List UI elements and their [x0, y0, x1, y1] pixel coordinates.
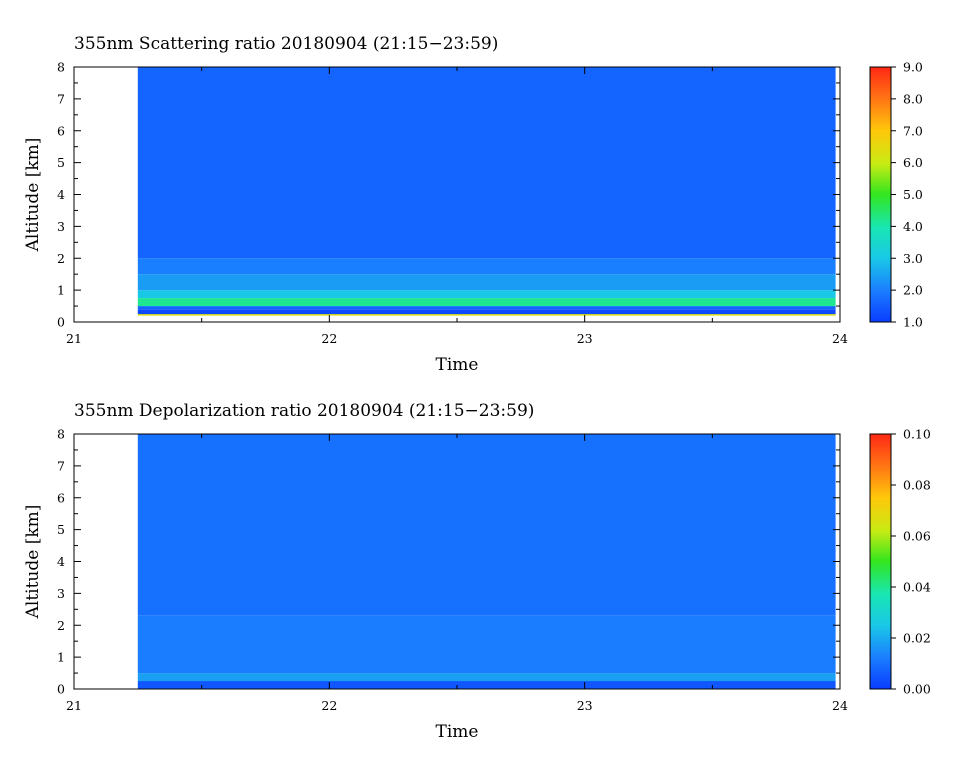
- scattering-ratio-colorbar-tick-label: 2.0: [903, 283, 923, 298]
- scattering-ratio-colorbar-tick-label: 1.0: [903, 315, 923, 330]
- scattering-ratio-ytick-label: 0: [57, 315, 65, 330]
- scattering-ratio-layer-2: [137, 306, 836, 310]
- scattering-ratio-xtick-label: 23: [577, 331, 593, 346]
- depolarization-ratio-panel: 355nm Depolarization ratio 20180904 (21:…: [23, 401, 931, 742]
- depolarization-ratio-ytick-label: 6: [57, 490, 65, 505]
- scattering-ratio-ytick-label: 1: [57, 283, 65, 298]
- depolarization-ratio-xtick-label: 22: [321, 698, 337, 713]
- depolarization-ratio-layer-2: [137, 615, 836, 674]
- scattering-ratio-layer-4: [137, 290, 836, 299]
- scattering-ratio-colorbar-tick-label: 7.0: [903, 123, 923, 138]
- scattering-ratio-colorbar-tick-label: 8.0: [903, 91, 923, 106]
- scattering-ratio-colorbar-tick-label: 6.0: [903, 155, 923, 170]
- scattering-ratio-layer-1: [137, 309, 836, 315]
- depolarization-ratio-title: 355nm Depolarization ratio 20180904 (21:…: [74, 401, 534, 421]
- scattering-ratio-ytick-label: 4: [57, 187, 65, 202]
- depolarization-ratio-colorbar-tick-label: 0.00: [903, 682, 931, 697]
- scattering-ratio-ytick-label: 2: [57, 251, 65, 266]
- scattering-ratio-panel: 355nm Scattering ratio 20180904 (21:15−2…: [23, 34, 923, 375]
- depolarization-ratio-colorbar-tick-label: 0.04: [903, 580, 931, 595]
- scattering-ratio-x-axis-label: Time: [436, 355, 479, 375]
- scattering-ratio-ytick-label: 7: [57, 91, 65, 106]
- depolarization-ratio-ytick-label: 4: [57, 554, 65, 569]
- scattering-ratio-xtick-label: 24: [832, 331, 848, 346]
- scattering-ratio-colorbar-tick-label: 4.0: [903, 219, 923, 234]
- scattering-ratio-layer-3: [137, 298, 836, 307]
- depolarization-ratio-ytick-label: 0: [57, 682, 65, 697]
- depolarization-ratio-layer-3: [137, 434, 836, 616]
- depolarization-ratio-ytick-label: 3: [57, 586, 65, 601]
- depolarization-ratio-colorbar: [869, 433, 892, 690]
- depolarization-ratio-colorbar-tick-label: 0.08: [903, 478, 931, 493]
- depolarization-ratio-x-axis-label: Time: [436, 722, 479, 742]
- scattering-ratio-layer-5: [137, 274, 836, 291]
- scattering-ratio-colorbar: [869, 66, 892, 323]
- depolarization-ratio-colorbar-tick-label: 0.02: [903, 631, 931, 646]
- scattering-ratio-ytick-label: 5: [57, 155, 65, 170]
- depolarization-ratio-ytick-label: 1: [57, 650, 65, 665]
- depolarization-ratio-colorbar-tick-label: 0.06: [903, 529, 931, 544]
- depolarization-ratio-xtick-label: 21: [66, 698, 82, 713]
- depolarization-ratio-colorbar-tick-label: 0.10: [903, 427, 931, 442]
- scattering-ratio-xtick-label: 22: [321, 331, 337, 346]
- scattering-ratio-layer-0: [137, 314, 836, 316]
- scattering-ratio-ytick-label: 3: [57, 219, 65, 234]
- depolarization-ratio-xtick-label: 24: [832, 698, 848, 713]
- scattering-ratio-layer-7: [137, 67, 836, 259]
- scattering-ratio-y-axis-label: Altitude [km]: [23, 138, 43, 253]
- scattering-ratio-colorbar-tick-label: 3.0: [903, 251, 923, 266]
- scattering-ratio-colorbar-tick-label: 5.0: [903, 187, 923, 202]
- depolarization-ratio-y-axis-label: Altitude [km]: [23, 505, 43, 620]
- depolarization-ratio-ytick-label: 8: [57, 427, 65, 442]
- depolarization-ratio-ytick-label: 5: [57, 522, 65, 537]
- depolarization-ratio-layer-1: [137, 673, 836, 682]
- depolarization-ratio-ytick-label: 7: [57, 458, 65, 473]
- scattering-ratio-colorbar-tick-label: 9.0: [903, 60, 923, 75]
- scattering-ratio-title: 355nm Scattering ratio 20180904 (21:15−2…: [74, 34, 498, 54]
- depolarization-ratio-ytick-label: 2: [57, 618, 65, 633]
- depolarization-ratio-xtick-label: 23: [577, 698, 593, 713]
- scattering-ratio-xtick-label: 21: [66, 331, 82, 346]
- scattering-ratio-layer-6: [137, 258, 836, 275]
- scattering-ratio-ytick-label: 8: [57, 60, 65, 75]
- scattering-ratio-ytick-label: 6: [57, 123, 65, 138]
- depolarization-ratio-layer-0: [137, 681, 836, 689]
